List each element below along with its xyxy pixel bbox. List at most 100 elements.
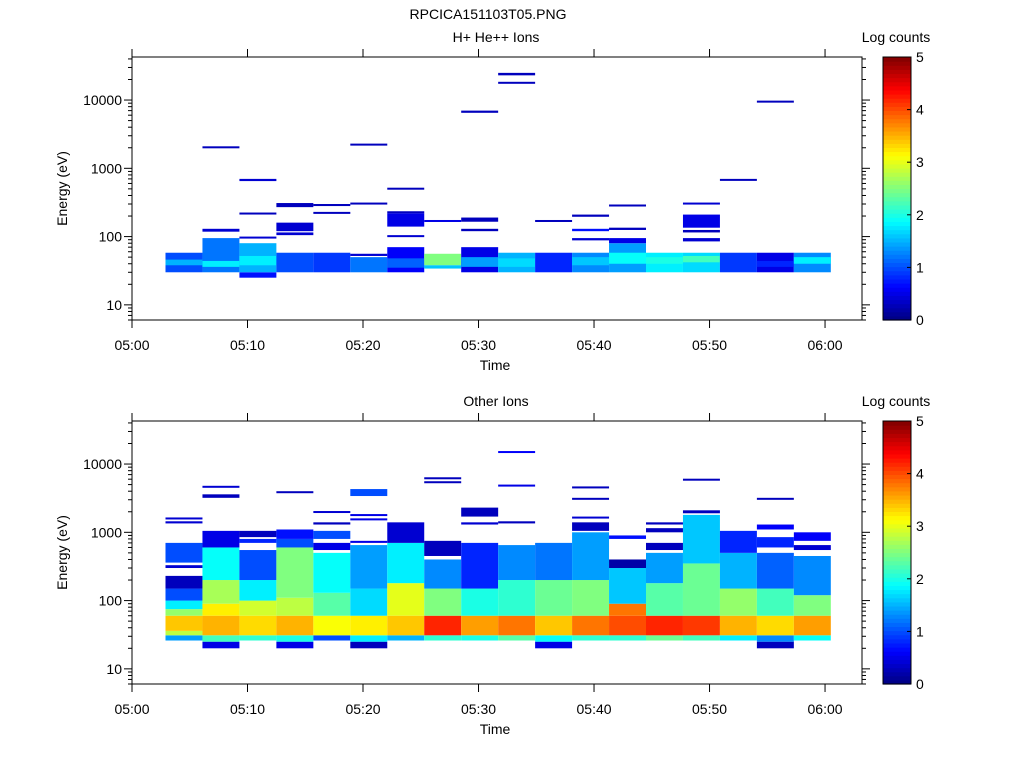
colorbar-segment — [883, 233, 911, 239]
colorbar-tick-label: 2 — [916, 571, 924, 587]
heatmap-cell — [756, 524, 794, 530]
heatmap-cell — [793, 595, 831, 616]
heatmap-cell — [498, 484, 536, 487]
colorbar-segment — [883, 421, 911, 426]
heatmap-cell — [756, 260, 794, 267]
x-tick-label: 05:10 — [230, 701, 265, 717]
heatmap-cell — [682, 255, 720, 263]
heatmap-cell — [387, 258, 425, 268]
heatmap-cell — [239, 635, 277, 641]
heatmap-cell — [609, 615, 647, 636]
heatmap-cell — [239, 600, 277, 616]
colorbar-segment — [883, 499, 911, 504]
colorbar-segment — [883, 167, 911, 173]
heatmap-cell — [387, 213, 425, 227]
colorbar-segment — [883, 180, 911, 185]
x-tick-label: 05:40 — [577, 337, 612, 353]
colorbar-segment — [883, 122, 911, 128]
colorbar-segment — [883, 188, 911, 194]
colorbar-segment — [883, 73, 911, 79]
colorbar-segment — [883, 494, 911, 500]
heatmap-cell — [756, 552, 794, 589]
heatmap — [165, 451, 831, 649]
heatmap-cell — [682, 238, 720, 242]
heatmap-cell — [572, 497, 610, 500]
heatmap-cell — [350, 540, 388, 543]
heatmap-cell — [572, 238, 610, 241]
heatmap-cell — [350, 143, 388, 146]
colorbar-segment — [883, 511, 911, 517]
colorbar-segment — [883, 159, 911, 165]
heatmap-cell — [165, 615, 203, 631]
colorbar-label: Log counts — [862, 393, 931, 409]
colorbar-segment — [883, 151, 911, 157]
heatmap-cell — [313, 542, 351, 551]
colorbar-segment — [883, 614, 911, 619]
heatmap-cell — [313, 552, 351, 593]
colorbar-segment — [883, 507, 911, 513]
x-tick-label: 05:00 — [114, 337, 149, 353]
colorbar-segment — [883, 433, 911, 439]
colorbar-tick-label: 1 — [916, 623, 924, 639]
heatmap-cell — [535, 615, 573, 636]
heatmap-cell — [276, 529, 314, 539]
heatmap-cell — [239, 538, 277, 543]
plot-frame — [131, 56, 863, 321]
heatmap-cell — [424, 540, 462, 556]
colorbar-segment — [883, 482, 911, 488]
x-tick-label: 06:00 — [808, 701, 843, 717]
colorbar-segment — [883, 531, 911, 537]
heatmap-cell — [646, 528, 683, 533]
heatmap-cell — [424, 635, 462, 641]
heatmap-cell — [719, 530, 757, 553]
heatmap-cell — [682, 202, 720, 205]
heatmap-cell — [572, 522, 610, 531]
colorbar-segment — [883, 270, 911, 276]
heatmap-cell — [461, 217, 499, 222]
colorbar-segment — [883, 610, 911, 615]
x-tick-label: 05:20 — [345, 337, 380, 353]
heatmap-cell — [646, 583, 683, 616]
colorbar-segment — [883, 663, 911, 669]
heatmap-cell — [535, 635, 573, 642]
heatmap-cell — [535, 542, 573, 581]
colorbar-segment — [883, 470, 911, 476]
heatmap-cell — [682, 615, 720, 636]
heatmap-cell — [498, 72, 536, 76]
colorbar-segment — [883, 155, 911, 161]
heatmap-cell — [498, 615, 536, 636]
heatmap-cell — [202, 547, 240, 581]
colorbar-segment — [883, 200, 911, 206]
y-tick-label: 10 — [106, 297, 122, 313]
heatmap-cell — [461, 542, 499, 589]
colorbar-segment — [883, 311, 911, 317]
heatmap-cell — [313, 522, 351, 525]
colorbar-segment — [883, 184, 911, 190]
colorbar-tick-label: 0 — [916, 312, 924, 328]
heatmap-cell — [756, 100, 794, 103]
heatmap-cell — [535, 219, 573, 222]
colorbar-segment — [883, 246, 911, 251]
heatmap-cell — [682, 252, 720, 273]
colorbar-segment — [883, 287, 911, 292]
colorbar-segment — [883, 589, 911, 595]
colorbar-segment — [883, 274, 911, 280]
heatmap-cell — [165, 565, 203, 569]
colorbar-segment — [883, 564, 911, 570]
heatmap-cell — [572, 532, 610, 581]
heatmap-cell — [646, 615, 683, 636]
colorbar-segment — [883, 453, 911, 459]
colorbar-segment — [883, 295, 911, 301]
colorbar-segment — [883, 225, 911, 231]
colorbar-segment — [883, 278, 911, 284]
heatmap-cell — [239, 255, 277, 266]
colorbar-segment — [883, 457, 911, 463]
heatmap-cell — [165, 600, 203, 610]
colorbar-segment — [883, 98, 911, 103]
heatmap-cell — [202, 228, 240, 232]
heatmap-cell — [461, 507, 499, 517]
colorbar-segment — [883, 130, 911, 136]
heatmap-cell — [424, 219, 462, 222]
colorbar-segment — [883, 217, 911, 222]
